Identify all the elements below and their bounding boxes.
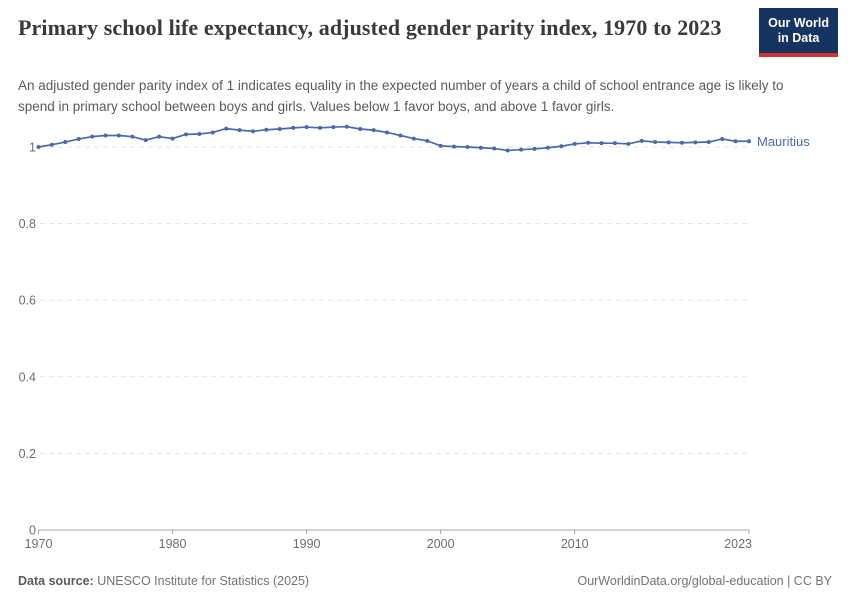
y-axis-tick-label: 0.6 xyxy=(19,294,36,308)
data-source-note: Data source: UNESCO Institute for Statis… xyxy=(18,574,309,588)
data-point xyxy=(586,140,591,145)
data-point xyxy=(679,140,684,145)
data-point xyxy=(411,136,416,141)
data-point xyxy=(438,143,443,148)
x-axis-tick-label: 1970 xyxy=(25,537,53,551)
x-axis-tick-label: 2023 xyxy=(724,537,752,551)
data-point xyxy=(304,125,309,130)
chart-footer: Data source: UNESCO Institute for Statis… xyxy=(18,574,832,588)
data-point xyxy=(492,146,497,151)
data-point xyxy=(545,145,550,150)
data-point xyxy=(559,144,564,149)
y-axis-tick-label: 0.2 xyxy=(19,447,36,461)
data-point xyxy=(157,134,162,139)
data-point xyxy=(385,130,390,135)
data-point xyxy=(49,142,54,147)
x-axis-tick-label: 2010 xyxy=(561,537,589,551)
data-point xyxy=(425,138,430,143)
owid-logo-line1: Our World xyxy=(768,16,829,30)
x-axis-tick-label: 1980 xyxy=(159,537,187,551)
x-axis-tick-label: 2000 xyxy=(427,537,455,551)
data-point xyxy=(103,133,108,138)
data-point xyxy=(344,124,349,129)
data-point xyxy=(626,141,631,146)
data-point xyxy=(331,125,336,130)
data-point xyxy=(747,139,751,144)
x-axis-tick-label: 1990 xyxy=(293,537,321,551)
data-point xyxy=(224,126,229,131)
data-point xyxy=(277,126,282,131)
data-point xyxy=(398,133,403,138)
data-point xyxy=(532,146,537,151)
data-point xyxy=(465,145,470,149)
data-point xyxy=(599,141,604,146)
data-point xyxy=(720,136,725,141)
data-point xyxy=(358,126,363,131)
data-point xyxy=(183,132,188,137)
data-point xyxy=(653,140,658,145)
data-point xyxy=(666,140,671,145)
data-point xyxy=(130,134,135,139)
chart-area: 0 0.2 0.4 0.6 0.8 1 1970 1980 1990 2000 2010 2023 Ma… xyxy=(0,115,850,560)
data-point xyxy=(452,144,457,149)
data-point xyxy=(693,140,698,145)
data-point xyxy=(36,145,41,149)
data-point xyxy=(170,136,175,141)
data-point xyxy=(639,138,644,143)
data-source-text: UNESCO Institute for Statistics (2025) xyxy=(93,574,310,588)
data-point xyxy=(264,127,269,132)
data-point xyxy=(90,134,95,139)
data-point xyxy=(371,128,376,133)
y-axis-tick-label: 0.8 xyxy=(19,217,36,231)
data-point xyxy=(318,125,323,130)
data-point xyxy=(197,131,202,136)
data-point xyxy=(572,141,577,146)
data-point xyxy=(291,125,296,130)
y-axis-tick-label: 0.4 xyxy=(19,370,36,384)
series-label: Mauritius xyxy=(757,134,810,149)
y-axis-tick-label: 0 xyxy=(29,524,36,538)
data-point xyxy=(116,133,121,138)
attribution-link[interactable]: OurWorldinData.org/global-education | CC… xyxy=(577,574,832,588)
data-point xyxy=(76,136,81,141)
chart-line xyxy=(37,125,750,152)
data-point xyxy=(519,147,524,152)
owid-logo-line2: in Data xyxy=(777,31,820,45)
data-point xyxy=(237,128,242,133)
owid-logo[interactable]: Our World in Data xyxy=(759,8,838,57)
data-point xyxy=(143,138,148,143)
data-point xyxy=(733,139,738,144)
data-point xyxy=(210,130,215,135)
chart-canvas[interactable]: 0 0.2 0.4 0.6 0.8 1 1970 1980 1990 2000 2010 2023 Ma… xyxy=(0,115,850,560)
y-axis-tick-label: 1 xyxy=(29,141,36,155)
data-point xyxy=(63,140,68,145)
data-point xyxy=(706,140,711,145)
data-point xyxy=(505,148,510,153)
data-source-label: Data source: xyxy=(18,574,94,588)
chart-subtitle: An adjusted gender parity index of 1 ind… xyxy=(18,78,784,114)
data-point xyxy=(478,145,483,150)
data-point xyxy=(250,129,255,134)
page-title: Primary school life expectancy, adjusted… xyxy=(18,15,722,40)
data-point xyxy=(612,141,617,146)
